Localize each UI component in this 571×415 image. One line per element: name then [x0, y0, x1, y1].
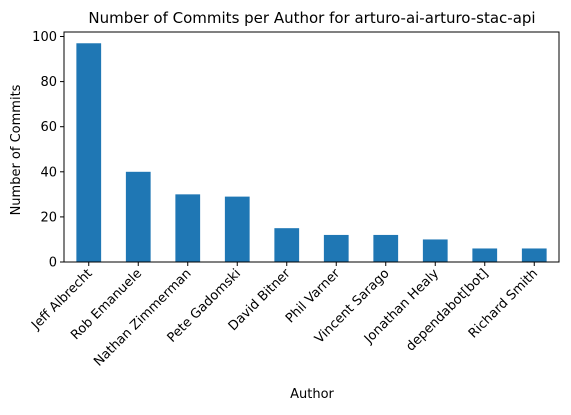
- bar-richard-smith: [521, 248, 547, 262]
- x-axis-label: Author: [290, 387, 334, 402]
- y-tick-label: 40: [40, 165, 57, 180]
- y-axis-label: Number of Commits: [9, 84, 24, 215]
- chart-title: Number of Commits per Author for arturo-…: [88, 9, 535, 27]
- bar-nathan-zimmerman: [175, 194, 201, 262]
- plot-frame: [63, 31, 560, 263]
- bar-pete-gadomski: [224, 196, 250, 262]
- y-tick-label: 0: [49, 256, 57, 271]
- bar-dependabot-bot: [472, 248, 498, 262]
- bar-rob-emanuele: [125, 171, 151, 262]
- bar-phil-varner: [323, 234, 349, 262]
- y-tick-label: 100: [32, 30, 57, 45]
- bar-david-bitner: [274, 228, 300, 262]
- y-tick-label: 80: [40, 75, 57, 90]
- bar-vincent-sarago: [373, 234, 399, 262]
- bar-jonathan-healy: [422, 239, 448, 262]
- x-tick-label: Nathan Zimmerman: [91, 266, 194, 369]
- y-tick-label: 20: [40, 210, 57, 225]
- y-tick-label: 60: [40, 120, 57, 135]
- x-tick-label: dependabot[bot]: [403, 266, 491, 354]
- bar-jeff-albrecht: [76, 43, 102, 262]
